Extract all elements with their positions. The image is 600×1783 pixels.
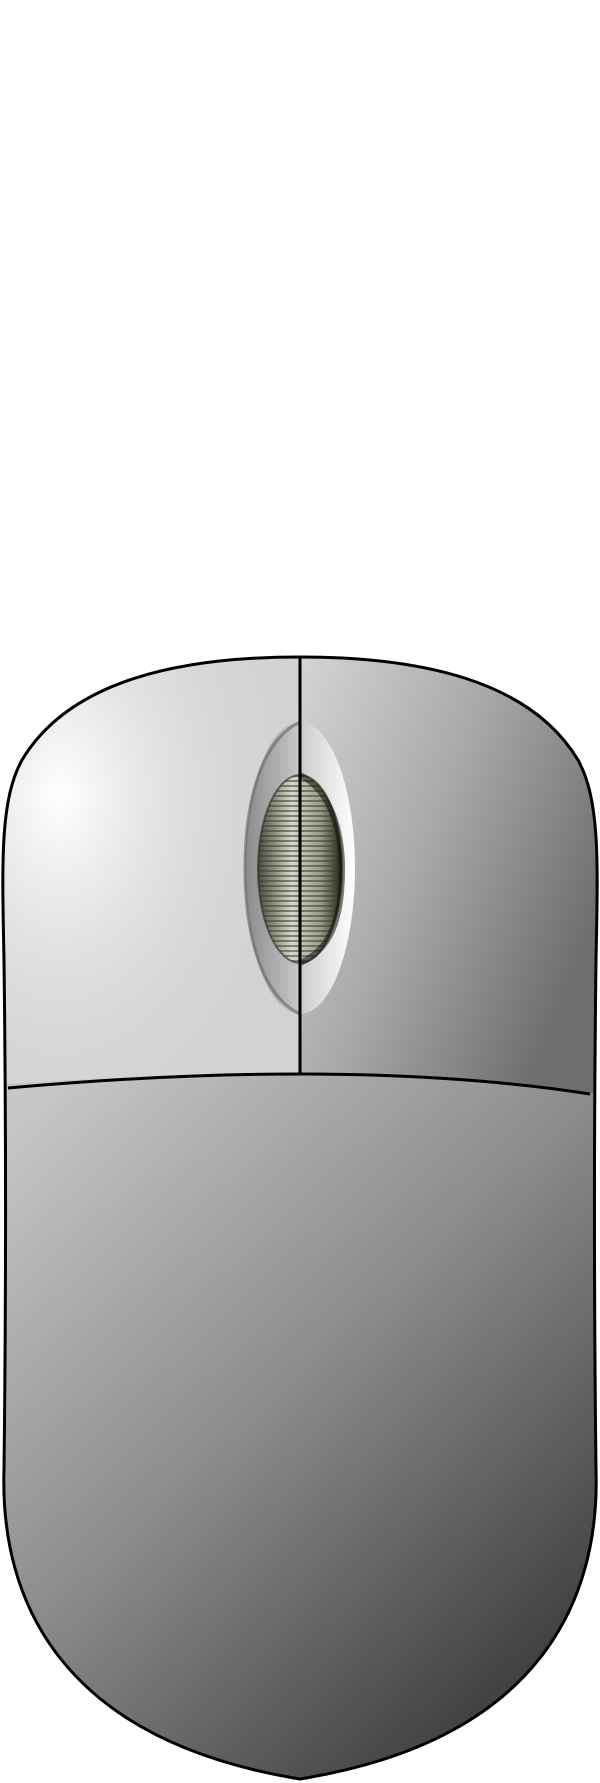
button-divider-horizontal: [7, 1072, 591, 1096]
left-button-highlight: [2, 657, 300, 1084]
right-button[interactable]: [300, 640, 600, 1094]
mouse-outline: [1, 655, 599, 1781]
mouse-palm-area: [2, 1073, 598, 1779]
